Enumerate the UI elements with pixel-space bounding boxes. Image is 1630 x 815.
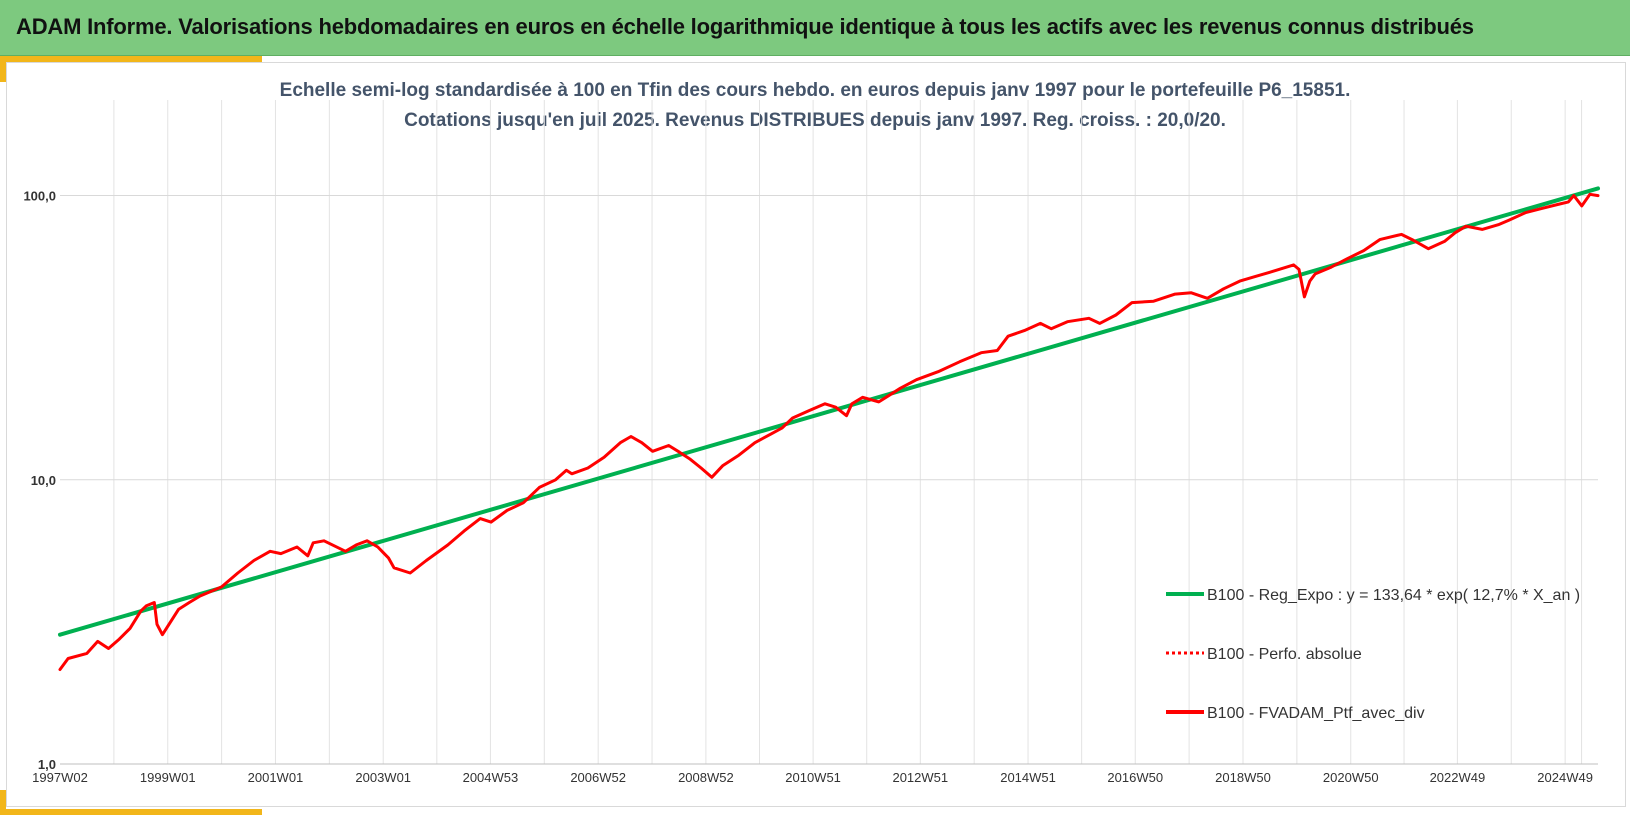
legend: B100 - Reg_Expo : y = 133,64 * exp( 12,7… (1166, 587, 1580, 722)
x-tick-label: 1997W02 (32, 770, 88, 785)
chart-title: Echelle semi-log standardisée à 100 en T… (279, 80, 1351, 101)
accent-corner-top (0, 56, 6, 82)
x-tick-label: 2008W52 (678, 770, 734, 785)
x-tick-label: 2016W50 (1107, 770, 1163, 785)
x-tick-label: 1999W01 (140, 770, 196, 785)
header-banner: ADAM Informe. Valorisations hebdomadaire… (0, 0, 1630, 56)
axes: 1,0 10,0 100,0 1997W02 1999W01 2001W01 2003W01… (23, 189, 1598, 785)
legend-label: B100 - Reg_Expo : y = 133,64 * exp( 12,7… (1207, 587, 1580, 604)
page-title: ADAM Informe. Valorisations hebdomadaire… (16, 14, 1474, 39)
grid (60, 100, 1598, 765)
portfolio-line (58, 192, 1600, 671)
regression-line (58, 186, 1600, 637)
y-tick-label: 100,0 (23, 189, 56, 204)
chart-frame (6, 62, 1626, 807)
x-tick-label: 2004W53 (463, 770, 519, 785)
x-tick-label: 2001W01 (248, 770, 304, 785)
x-tick-label: 2003W01 (355, 770, 411, 785)
accent-bar-bottom (0, 809, 262, 815)
chart-subtitle: Cotations jusqu'en juil 2025. Revenus DI… (404, 110, 1226, 131)
x-tick-label: 2012W51 (892, 770, 948, 785)
y-tick-label: 1,0 (38, 757, 56, 772)
accent-bar-top (0, 56, 262, 62)
accent-corner-bottom (0, 790, 6, 815)
series-layer (58, 186, 1600, 671)
legend-label: B100 - FVADAM_Ptf_avec_div (1207, 705, 1425, 722)
x-tick-label: 2020W50 (1323, 770, 1379, 785)
x-tick-label: 2010W51 (785, 770, 841, 785)
x-tick-label: 2006W52 (570, 770, 626, 785)
x-tick-label: 2024W49 (1537, 770, 1593, 785)
x-tick-label: 2018W50 (1215, 770, 1271, 785)
x-tick-label: 2022W49 (1430, 770, 1486, 785)
y-tick-label: 10,0 (31, 473, 56, 488)
x-tick-label: 2014W51 (1000, 770, 1056, 785)
legend-label: B100 - Perfo. absolue (1207, 646, 1362, 663)
